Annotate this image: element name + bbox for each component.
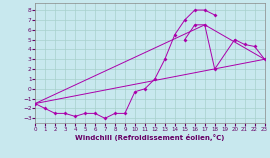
X-axis label: Windchill (Refroidissement éolien,°C): Windchill (Refroidissement éolien,°C)	[75, 134, 225, 141]
